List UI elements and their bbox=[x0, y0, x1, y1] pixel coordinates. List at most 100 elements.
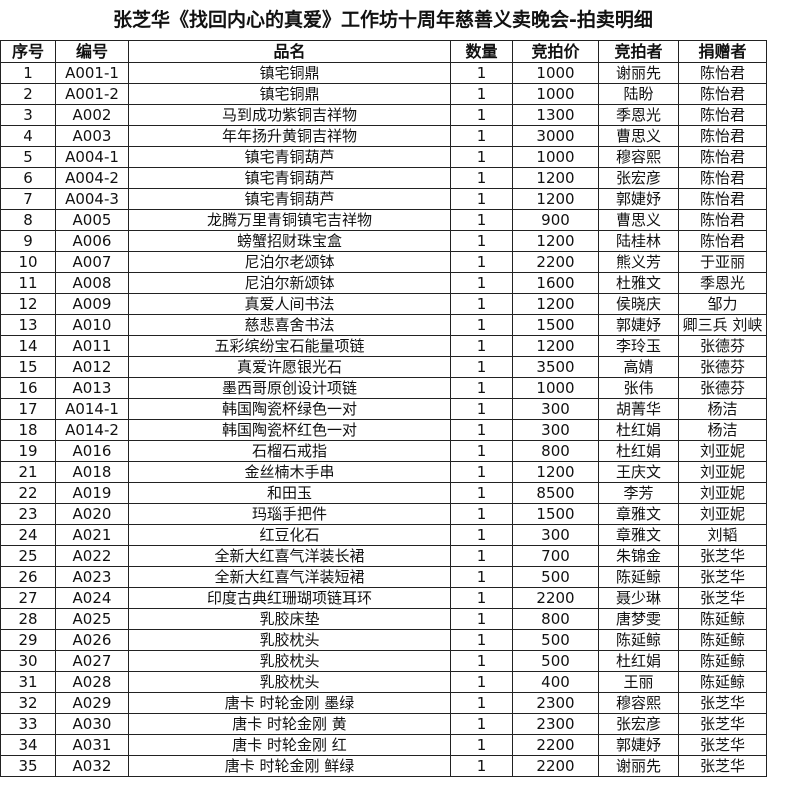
cell: 高婧 bbox=[598, 356, 679, 378]
cell: 陈怡君 bbox=[678, 125, 767, 147]
cell: 王庆文 bbox=[598, 461, 679, 483]
cell: 25 bbox=[0, 545, 56, 567]
cell: 张芝华 bbox=[678, 545, 767, 567]
row: 13 A010 慈悲喜舍书法 1 1500 郭婕妤 卿三兵 刘峡 bbox=[0, 314, 767, 336]
cell: 1500 bbox=[512, 503, 599, 525]
cell: A011 bbox=[55, 335, 129, 357]
cell: 1200 bbox=[512, 461, 599, 483]
cell: A012 bbox=[55, 356, 129, 378]
column-header: 品名 bbox=[128, 40, 451, 63]
row: 9 A006 螃蟹招财珠宝盒 1 1200 陆桂林 陈怡君 bbox=[0, 230, 767, 252]
cell: 慈悲喜舍书法 bbox=[128, 314, 451, 336]
cell: 张德芬 bbox=[678, 377, 767, 399]
cell: 陈延鲸 bbox=[678, 629, 767, 651]
cell: 1 bbox=[450, 461, 513, 483]
cell: A018 bbox=[55, 461, 129, 483]
cell: 4 bbox=[0, 125, 56, 147]
row: 30 A027 乳胶枕头 1 500 杜红娟 陈延鲸 bbox=[0, 650, 767, 672]
column-header: 数量 bbox=[450, 40, 513, 63]
cell: 7 bbox=[0, 188, 56, 210]
cell: 1 bbox=[450, 356, 513, 378]
row: 7 A004-3 镇宅青铜葫芦 1 1200 郭婕妤 陈怡君 bbox=[0, 188, 767, 210]
cell: 5 bbox=[0, 146, 56, 168]
cell: 曹思义 bbox=[598, 209, 679, 231]
row: 8 A005 龙腾万里青铜镇宅吉祥物 1 900 曹思义 陈怡君 bbox=[0, 209, 767, 231]
cell: A014-1 bbox=[55, 398, 129, 420]
cell: 陈怡君 bbox=[678, 167, 767, 189]
cell: 杜红娟 bbox=[598, 650, 679, 672]
cell: 张德芬 bbox=[678, 356, 767, 378]
cell: A022 bbox=[55, 545, 129, 567]
cell: 17 bbox=[0, 398, 56, 420]
cell: 2300 bbox=[512, 713, 599, 735]
cell: 卿三兵 刘峡 bbox=[678, 314, 767, 336]
cell: 3 bbox=[0, 104, 56, 126]
cell: 30 bbox=[0, 650, 56, 672]
row: 17 A014-1 韩国陶瓷杯绿色一对 1 300 胡菁华 杨洁 bbox=[0, 398, 767, 420]
cell: 1 bbox=[450, 167, 513, 189]
cell: 陈延鲸 bbox=[678, 650, 767, 672]
cell: 刘亚妮 bbox=[678, 482, 767, 504]
cell: 1 bbox=[450, 83, 513, 105]
cell: 镇宅铜鼎 bbox=[128, 83, 451, 105]
column-header: 编号 bbox=[55, 40, 129, 63]
cell: 1500 bbox=[512, 314, 599, 336]
cell: 1 bbox=[450, 524, 513, 546]
cell: 张芝华 bbox=[678, 713, 767, 735]
column-header: 捐赠者 bbox=[678, 40, 767, 63]
cell: A010 bbox=[55, 314, 129, 336]
cell: 王丽 bbox=[598, 671, 679, 693]
cell: 尼泊尔新颂钵 bbox=[128, 272, 451, 294]
cell: 33 bbox=[0, 713, 56, 735]
cell: 8 bbox=[0, 209, 56, 231]
cell: 300 bbox=[512, 524, 599, 546]
row: 29 A026 乳胶枕头 1 500 陈延鲸 陈延鲸 bbox=[0, 629, 767, 651]
row: 33 A030 唐卡 时轮金刚 黄 1 2300 张宏彦 张芝华 bbox=[0, 713, 767, 735]
cell: A006 bbox=[55, 230, 129, 252]
cell: 陈怡君 bbox=[678, 104, 767, 126]
cell: 1 bbox=[450, 230, 513, 252]
cell: 15 bbox=[0, 356, 56, 378]
cell: A023 bbox=[55, 566, 129, 588]
cell: 1 bbox=[0, 62, 56, 84]
cell: 全新大红喜气洋装短裙 bbox=[128, 566, 451, 588]
row: 11 A008 尼泊尔新颂钵 1 1600 杜雅文 季恩光 bbox=[0, 272, 767, 294]
cell: A013 bbox=[55, 377, 129, 399]
cell: A031 bbox=[55, 734, 129, 756]
cell: 9 bbox=[0, 230, 56, 252]
cell: A004-1 bbox=[55, 146, 129, 168]
cell: 2200 bbox=[512, 755, 599, 777]
cell: 6 bbox=[0, 167, 56, 189]
cell: 刘亚妮 bbox=[678, 440, 767, 462]
cell: 1 bbox=[450, 629, 513, 651]
row: 15 A012 真爱许愿银光石 1 3500 高婧 张德芬 bbox=[0, 356, 767, 378]
cell: 金丝楠木手串 bbox=[128, 461, 451, 483]
cell: 26 bbox=[0, 566, 56, 588]
cell: A005 bbox=[55, 209, 129, 231]
cell: 唐梦雯 bbox=[598, 608, 679, 630]
cell: 1 bbox=[450, 692, 513, 714]
cell: 3000 bbox=[512, 125, 599, 147]
cell: 1 bbox=[450, 398, 513, 420]
row: 24 A021 红豆化石 1 300 章雅文 刘韬 bbox=[0, 524, 767, 546]
cell: 杨洁 bbox=[678, 398, 767, 420]
title: 张芝华《找回内心的真爱》工作坊十周年慈善义卖晚会-拍卖明细 bbox=[113, 9, 653, 31]
cell: A001-2 bbox=[55, 83, 129, 105]
cell: A014-2 bbox=[55, 419, 129, 441]
cell: 全新大红喜气洋装长裙 bbox=[128, 545, 451, 567]
cell: A016 bbox=[55, 440, 129, 462]
row: 2 A001-2 镇宅铜鼎 1 1000 陆盼 陈怡君 bbox=[0, 83, 767, 105]
cell: 11 bbox=[0, 272, 56, 294]
cell: 3500 bbox=[512, 356, 599, 378]
row: 6 A004-2 镇宅青铜葫芦 1 1200 张宏彦 陈怡君 bbox=[0, 167, 767, 189]
cell: 陈延鲸 bbox=[678, 608, 767, 630]
cell: A029 bbox=[55, 692, 129, 714]
cell: 1 bbox=[450, 545, 513, 567]
cell: 唐卡 时轮金刚 红 bbox=[128, 734, 451, 756]
row: 19 A016 石榴石戒指 1 800 杜红娟 刘亚妮 bbox=[0, 440, 767, 462]
cell: 1200 bbox=[512, 293, 599, 315]
cell: 熊义芳 bbox=[598, 251, 679, 273]
cell: A003 bbox=[55, 125, 129, 147]
cell: 镇宅青铜葫芦 bbox=[128, 146, 451, 168]
